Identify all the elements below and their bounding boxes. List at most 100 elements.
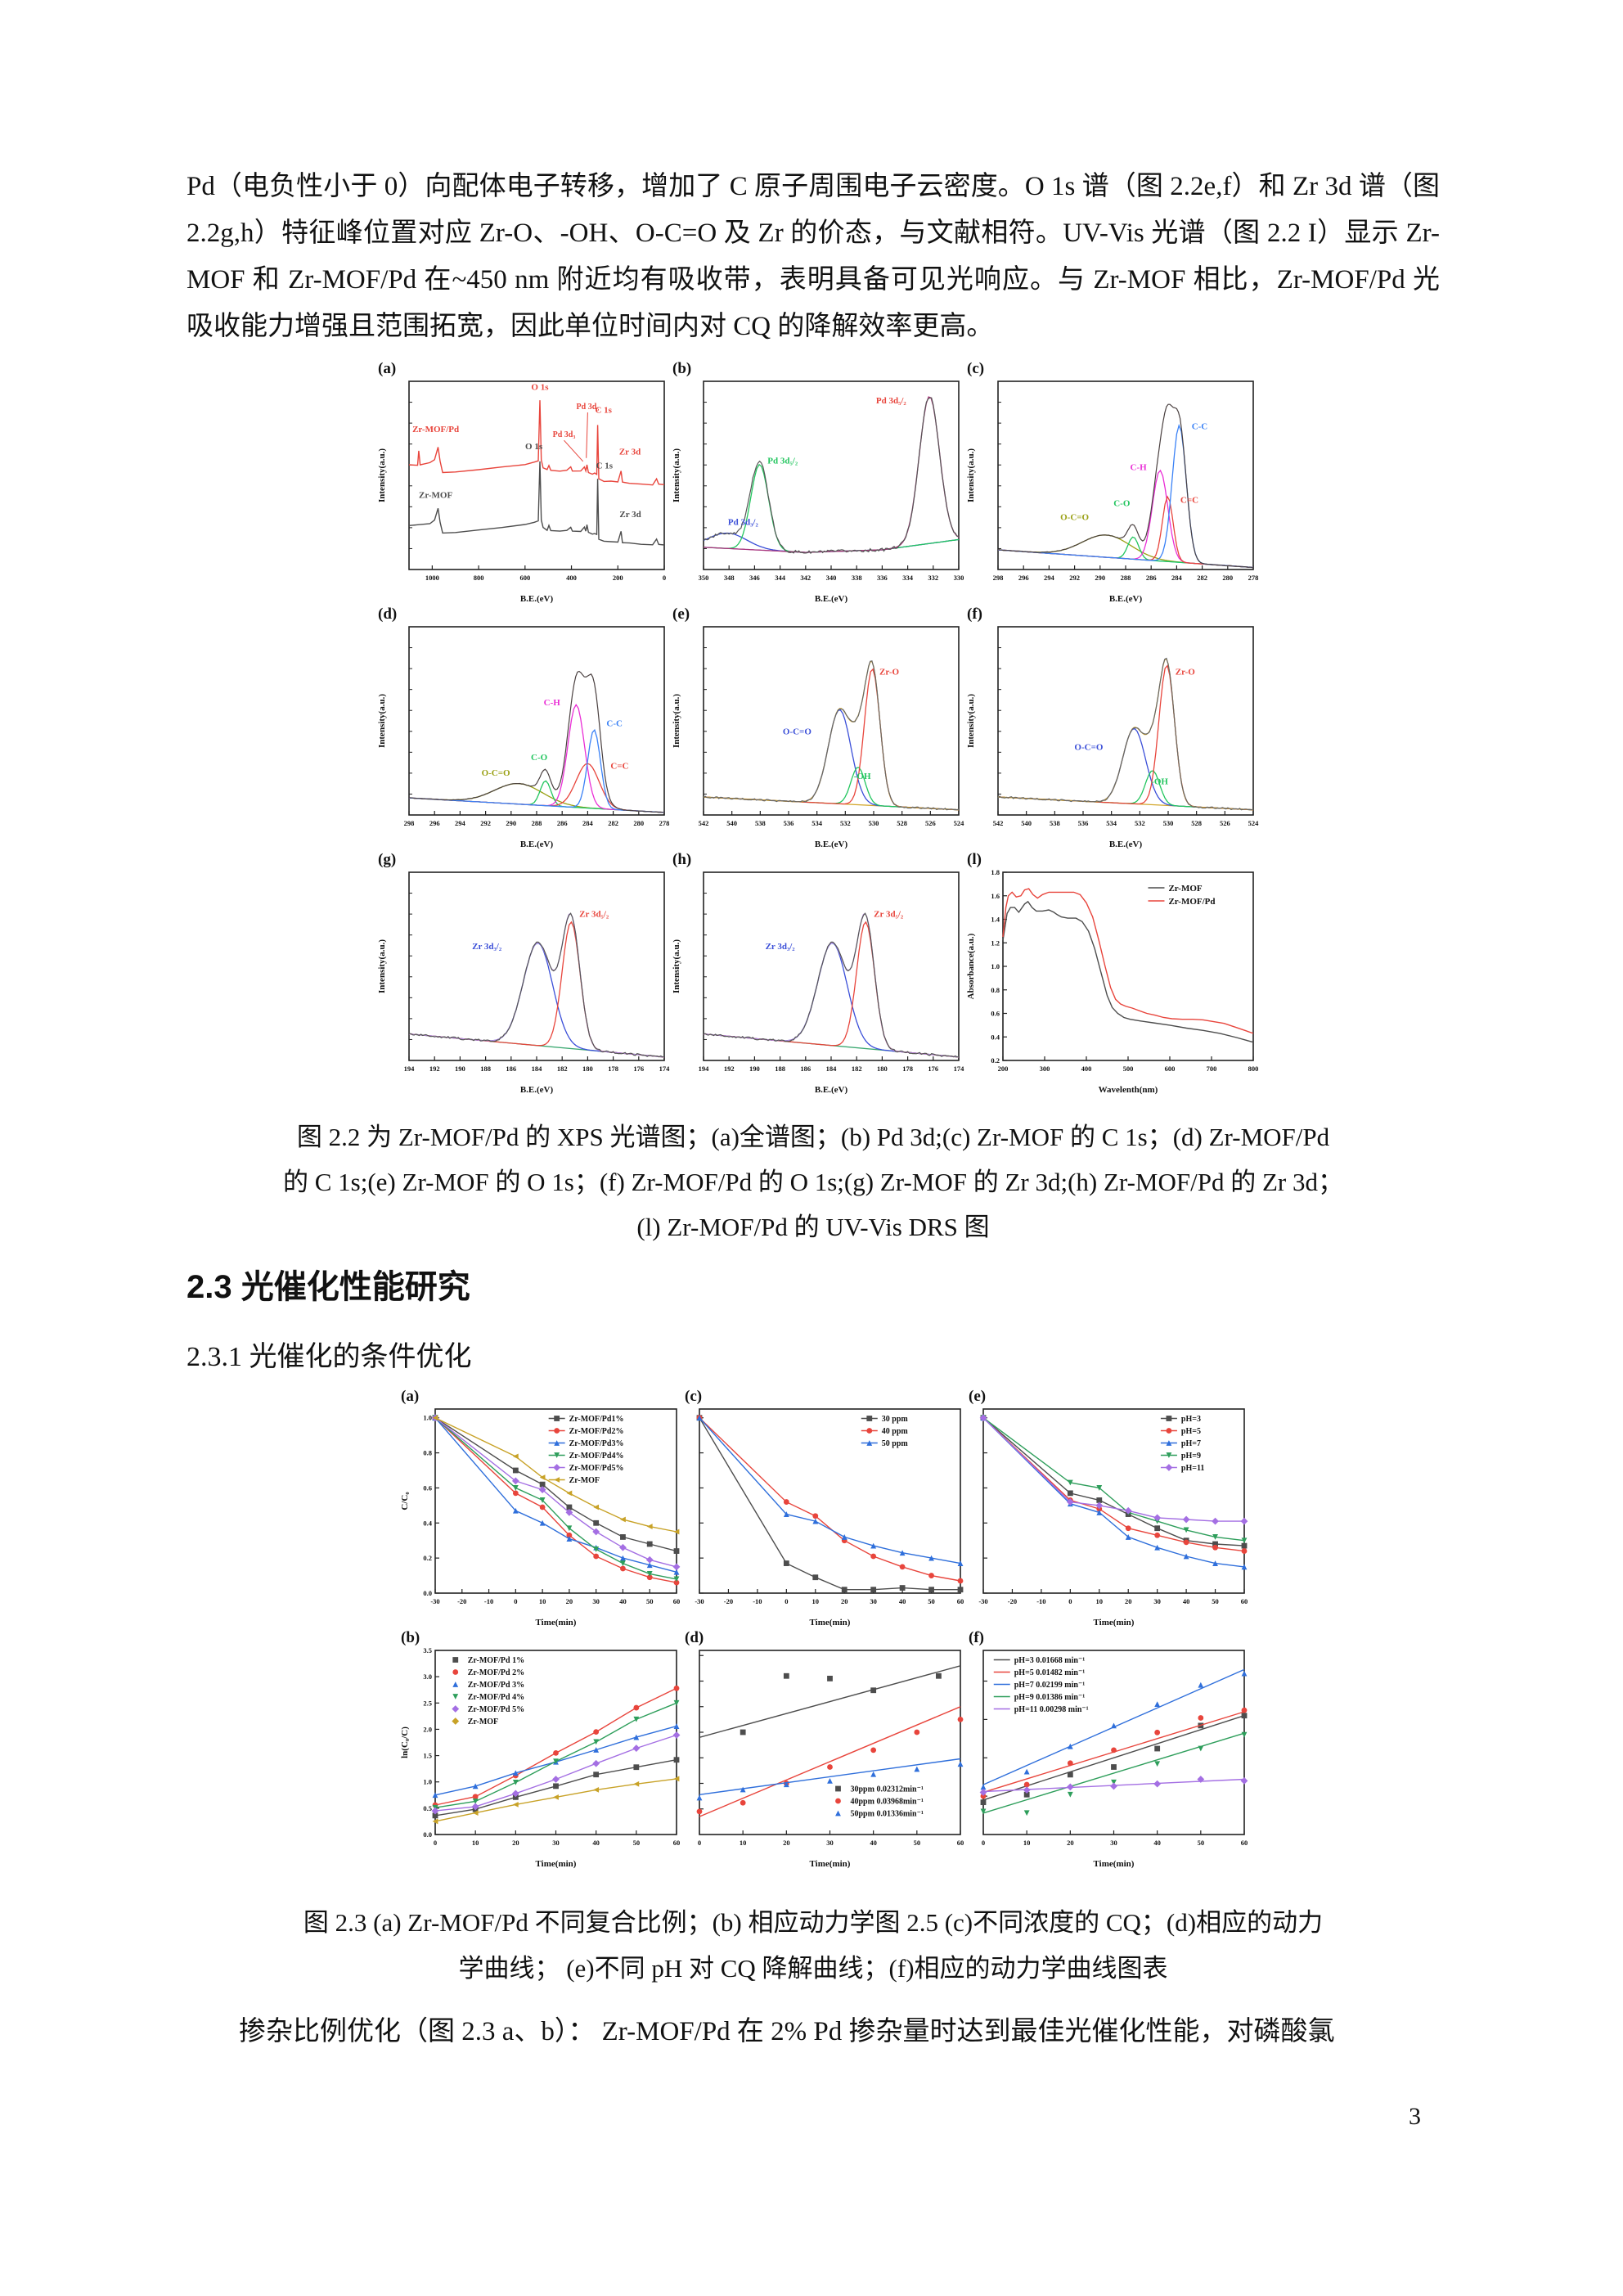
- svg-text:50 ppm: 50 ppm: [882, 1439, 909, 1448]
- svg-text:Time(min): Time(min): [1094, 1618, 1135, 1627]
- svg-text:Zr-MOF/Pd4%: Zr-MOF/Pd4%: [569, 1452, 624, 1461]
- svg-text:Zr-MOF/Pd: Zr-MOF/Pd: [412, 425, 459, 434]
- svg-text:Intensity(a.u.): Intensity(a.u.): [672, 694, 681, 748]
- chart-panel-c23: (c) -30 -20 -10 0 10 20 30 40 50 60 Time(min) 30 ppm…: [685, 1388, 964, 1627]
- svg-text:1.4: 1.4: [991, 916, 1000, 924]
- svg-text:60: 60: [1241, 1839, 1248, 1847]
- svg-text:-30: -30: [695, 1597, 704, 1605]
- svg-text:-30: -30: [978, 1597, 987, 1605]
- svg-text:0: 0: [1068, 1597, 1072, 1605]
- svg-text:(f): (f): [969, 1629, 984, 1646]
- svg-text:50: 50: [928, 1597, 935, 1605]
- svg-text:60: 60: [1241, 1597, 1248, 1605]
- subsection-heading-2-3-1: 2.3.1 光催化的条件优化: [187, 1342, 472, 1372]
- svg-text:200: 200: [998, 1065, 1009, 1073]
- svg-text:Zr-MOF: Zr-MOF: [1168, 884, 1202, 894]
- svg-text:600: 600: [1165, 1065, 1176, 1073]
- svg-text:-10: -10: [484, 1597, 493, 1605]
- svg-text:ln(C₀/C): ln(C₀/C): [400, 1727, 410, 1758]
- figure-2-2-caption: 图 2.2 为 Zr-MOF/Pd 的 XPS 光谱图；(a)全谱图；(b) P…: [187, 1114, 1440, 1249]
- svg-text:0.0: 0.0: [423, 1830, 432, 1839]
- svg-text:30 ppm: 30 ppm: [882, 1415, 909, 1424]
- svg-text:Zr-MOF/Pd1%: Zr-MOF/Pd1%: [569, 1415, 624, 1424]
- svg-text:O-C=O: O-C=O: [482, 768, 510, 778]
- paragraph-xps-discussion: Pd（电负性小于 0）向配体电子转移，增加了 C 原子周围电子云密度。O 1s …: [187, 172, 1440, 341]
- svg-text:pH=9 0.01386 min⁻¹: pH=9 0.01386 min⁻¹: [1014, 1693, 1085, 1702]
- svg-text:538: 538: [755, 819, 766, 827]
- svg-text:C-H: C-H: [1131, 463, 1148, 473]
- svg-text:182: 182: [557, 1065, 568, 1073]
- svg-text:Intensity(a.u.): Intensity(a.u.): [966, 448, 976, 502]
- chart-panel-f23: (f) 0 10 20 30 40 50 60 Time(min) pH=3 0.01668 mi…: [969, 1629, 1248, 1869]
- svg-text:286: 286: [1146, 574, 1157, 582]
- svg-text:-20: -20: [724, 1597, 733, 1605]
- svg-text:1.5: 1.5: [423, 1752, 432, 1760]
- svg-text:Intensity(a.u.): Intensity(a.u.): [672, 939, 681, 993]
- svg-text:(d): (d): [378, 606, 397, 623]
- svg-text:286: 286: [557, 819, 568, 827]
- svg-text:40: 40: [619, 1597, 627, 1605]
- svg-text:188: 188: [480, 1065, 491, 1073]
- svg-text:338: 338: [852, 574, 862, 582]
- svg-text:0.4: 0.4: [423, 1519, 432, 1527]
- svg-text:534: 534: [1106, 819, 1117, 827]
- chart-panel-a: (a) 1000 800 600 400 200 0 B.E.(eV) Intensity(a.…: [377, 360, 666, 604]
- figure-2-3-photocatalysis-panels: (a) -30 -20 -10 0 10 20 30 40 50 60 0.0 0.2 0.4 0.6 0.8…: [399, 1388, 1251, 1871]
- svg-text:344: 344: [775, 574, 786, 582]
- svg-text:10: 10: [472, 1839, 479, 1847]
- svg-text:C-C: C-C: [606, 718, 623, 728]
- svg-text:(b): (b): [672, 360, 691, 377]
- svg-text:Zr-MOF/Pd3%: Zr-MOF/Pd3%: [569, 1439, 624, 1448]
- svg-text:B.E.(eV): B.E.(eV): [815, 594, 848, 604]
- svg-text:528: 528: [1191, 819, 1202, 827]
- svg-text:40: 40: [1183, 1597, 1190, 1605]
- svg-text:40: 40: [592, 1839, 600, 1847]
- svg-text:pH=11: pH=11: [1181, 1464, 1205, 1473]
- svg-text:20: 20: [1067, 1839, 1074, 1847]
- svg-text:Zr-MOF/Pd 4%: Zr-MOF/Pd 4%: [468, 1693, 524, 1702]
- chart-panel-e23: (e) -30 -20 -10 0 10 20 30 40 50 60 Time(min) pH=3 pH…: [969, 1388, 1248, 1627]
- svg-text:O 1s: O 1s: [531, 383, 549, 393]
- svg-text:30: 30: [1153, 1597, 1161, 1605]
- svg-text:188: 188: [775, 1065, 785, 1073]
- svg-text:530: 530: [869, 819, 879, 827]
- svg-text:340: 340: [826, 574, 837, 582]
- svg-text:20: 20: [1125, 1597, 1132, 1605]
- svg-text:1.0: 1.0: [423, 1778, 432, 1786]
- svg-text:pH=5: pH=5: [1181, 1427, 1201, 1436]
- svg-text:0.6: 0.6: [423, 1483, 432, 1492]
- svg-text:Zr-MOF/Pd 1%: Zr-MOF/Pd 1%: [468, 1656, 524, 1665]
- svg-text:C 1s: C 1s: [596, 461, 614, 470]
- svg-text:1.0: 1.0: [423, 1414, 432, 1422]
- svg-text:30ppm 0.02312min⁻¹: 30ppm 0.02312min⁻¹: [851, 1785, 924, 1794]
- svg-text:288: 288: [1121, 574, 1131, 582]
- svg-text:174: 174: [659, 1065, 671, 1073]
- svg-text:10: 10: [740, 1839, 747, 1847]
- svg-text:pH=7 0.02199 min⁻¹: pH=7 0.02199 min⁻¹: [1014, 1681, 1085, 1690]
- svg-text:(c): (c): [685, 1388, 702, 1405]
- svg-text:(a): (a): [401, 1388, 419, 1405]
- svg-text:Zr 3d: Zr 3d: [619, 510, 641, 520]
- chart-panel-d: (d) 298 296 294 292 290 288 286 284 282 280 278 B.E.…: [377, 606, 669, 849]
- svg-text:524: 524: [1248, 819, 1260, 827]
- svg-text:C=C: C=C: [610, 762, 628, 772]
- svg-text:Time(min): Time(min): [1094, 1859, 1135, 1869]
- svg-text:(e): (e): [969, 1388, 986, 1405]
- svg-text:800: 800: [1248, 1065, 1259, 1073]
- svg-text:Zr 3d₅/₂: Zr 3d₅/₂: [579, 909, 609, 919]
- svg-text:30: 30: [870, 1597, 877, 1605]
- svg-text:0.8: 0.8: [423, 1449, 432, 1457]
- svg-text:3.0: 3.0: [423, 1672, 432, 1681]
- chart-panel-d23: (d) 0 10 20 30 40 50 60 Time(min) 30ppm 0.02312mi…: [685, 1629, 964, 1869]
- svg-text:0.2: 0.2: [423, 1554, 432, 1562]
- svg-text:290: 290: [1095, 574, 1105, 582]
- svg-text:10: 10: [1096, 1597, 1104, 1605]
- svg-text:Time(min): Time(min): [536, 1618, 577, 1627]
- svg-text:1.6: 1.6: [991, 892, 1000, 900]
- svg-text:C-C: C-C: [1192, 422, 1208, 432]
- svg-text:294: 294: [455, 819, 466, 827]
- svg-text:346: 346: [749, 574, 760, 582]
- svg-text:60: 60: [957, 1839, 964, 1847]
- svg-text:(h): (h): [672, 851, 691, 868]
